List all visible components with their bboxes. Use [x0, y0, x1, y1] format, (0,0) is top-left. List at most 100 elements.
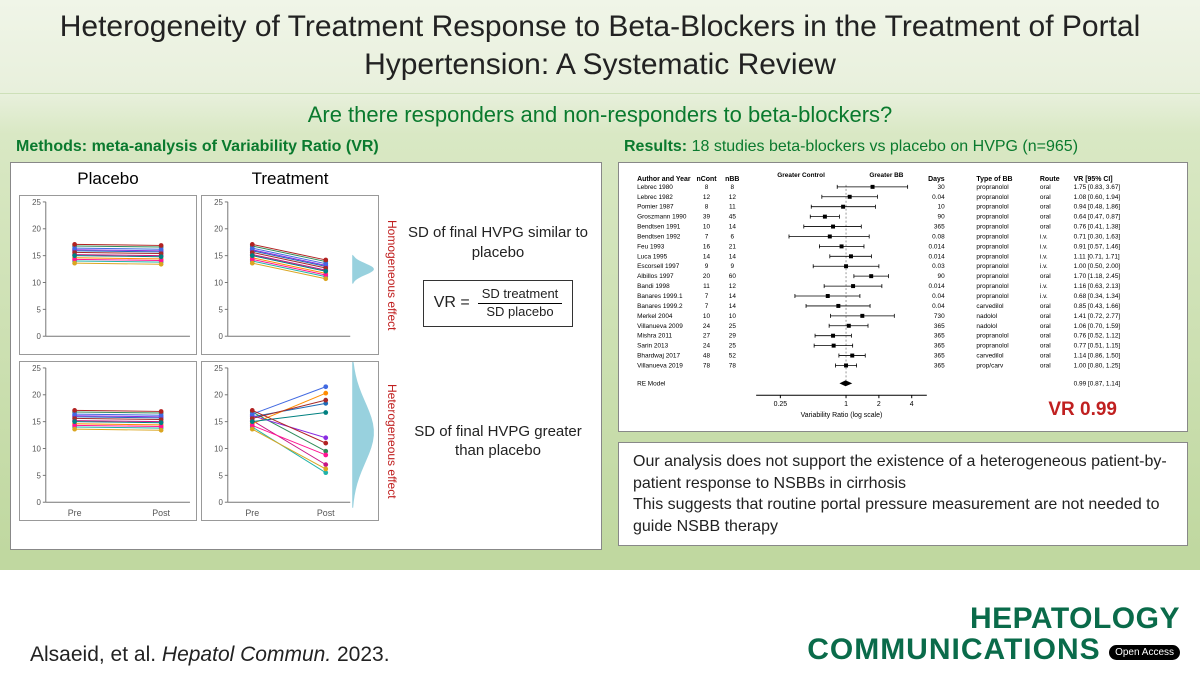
- citation: Alsaeid, et al. Hepatol Commun. 2023.: [30, 643, 390, 667]
- homogeneous-label: Homogeneous effect: [383, 195, 399, 355]
- svg-text:Pre: Pre: [68, 508, 82, 518]
- vr-result: VR 0.99: [1048, 399, 1117, 421]
- svg-text:Villanueva 2019: Villanueva 2019: [637, 362, 683, 369]
- svg-text:1.11 [0.71, 1.71]: 1.11 [0.71, 1.71]: [1074, 253, 1120, 260]
- svg-text:10: 10: [703, 224, 711, 231]
- svg-text:Days: Days: [928, 176, 945, 183]
- svg-text:365: 365: [934, 333, 945, 340]
- svg-text:oral: oral: [1040, 204, 1051, 211]
- svg-text:14: 14: [729, 253, 737, 260]
- svg-text:Variability Ratio (log scale): Variability Ratio (log scale): [801, 412, 883, 419]
- svg-text:0.68 [0.34, 1.34]: 0.68 [0.34, 1.34]: [1074, 293, 1121, 300]
- svg-text:30: 30: [938, 184, 946, 191]
- svg-text:Post: Post: [152, 508, 170, 518]
- svg-text:i.v.: i.v.: [1040, 233, 1048, 240]
- svg-text:9: 9: [705, 263, 709, 270]
- svg-text:20: 20: [214, 391, 223, 400]
- svg-text:0.77 [0.51, 1.15]: 0.77 [0.51, 1.15]: [1074, 343, 1121, 350]
- journal-logo: HEPATOLOGY COMMUNICATIONS Open Access: [807, 605, 1180, 668]
- svg-text:Bendtsen 1991: Bendtsen 1991: [637, 224, 681, 231]
- svg-text:90: 90: [938, 273, 946, 280]
- svg-text:25: 25: [214, 364, 223, 373]
- svg-text:12: 12: [703, 194, 711, 201]
- svg-text:0.76 [0.52, 1.12]: 0.76 [0.52, 1.12]: [1074, 333, 1121, 340]
- svg-text:0.99 [0.87, 1.14]: 0.99 [0.87, 1.14]: [1074, 380, 1121, 387]
- note-text-top: SD of final HVPG similar to placebo: [403, 223, 593, 262]
- svg-text:45: 45: [729, 214, 737, 221]
- svg-text:Bendtsen 1992: Bendtsen 1992: [637, 233, 681, 240]
- heterogeneous-note: SD of final HVPG greater than placebo: [403, 361, 593, 521]
- results-text: 18 studies beta-blockers vs placebo on H…: [692, 138, 1078, 155]
- citation-journal: Hepatol Commun.: [162, 643, 331, 666]
- svg-text:propranolol: propranolol: [976, 243, 1008, 250]
- svg-text:0.014: 0.014: [929, 243, 946, 250]
- vr-formula: VR = SD treatment SD placebo: [423, 280, 574, 327]
- svg-text:oral: oral: [1040, 303, 1051, 310]
- svg-text:propranolol: propranolol: [976, 214, 1008, 221]
- svg-text:carvedilol: carvedilol: [976, 303, 1003, 310]
- svg-text:730: 730: [934, 313, 945, 320]
- svg-text:6: 6: [731, 233, 735, 240]
- svg-text:4: 4: [910, 401, 914, 408]
- svg-text:0.76 [0.41, 1.38]: 0.76 [0.41, 1.38]: [1074, 224, 1121, 231]
- results-label: Results:: [624, 138, 687, 155]
- svg-text:oral: oral: [1040, 184, 1051, 191]
- svg-text:1.16 [0.63, 2.13]: 1.16 [0.63, 2.13]: [1074, 283, 1121, 290]
- citation-authors: Alsaeid, et al.: [30, 643, 162, 666]
- svg-text:25: 25: [32, 364, 41, 373]
- forest-plot-panel: Author and YearnContnBBGreater ControlGr…: [618, 162, 1188, 432]
- treatment-col-title: Treatment: [201, 169, 379, 189]
- svg-text:Banares 1999.1: Banares 1999.1: [637, 293, 683, 300]
- svg-text:Banares 1999.2: Banares 1999.2: [637, 303, 683, 310]
- svg-text:7: 7: [705, 293, 709, 300]
- svg-text:0.94 [0.48, 1.86]: 0.94 [0.48, 1.86]: [1074, 204, 1121, 211]
- svg-text:48: 48: [703, 353, 711, 360]
- svg-text:90: 90: [938, 214, 946, 221]
- svg-text:Post: Post: [317, 508, 335, 518]
- svg-text:10: 10: [938, 204, 946, 211]
- svg-text:propranolol: propranolol: [976, 184, 1008, 191]
- svg-text:Luca 1995: Luca 1995: [637, 253, 667, 260]
- svg-text:15: 15: [32, 418, 41, 427]
- conclusion-p2: This suggests that routine portal pressu…: [633, 494, 1173, 537]
- svg-text:oral: oral: [1040, 362, 1051, 369]
- svg-text:60: 60: [729, 273, 737, 280]
- svg-text:365: 365: [934, 224, 945, 231]
- svg-text:0.014: 0.014: [929, 253, 946, 260]
- svg-text:15: 15: [32, 252, 41, 261]
- svg-text:propranolol: propranolol: [976, 333, 1008, 340]
- heterogeneous-label: Heterogeneous effect: [383, 361, 399, 521]
- svg-text:0.64 [0.47, 0.87]: 0.64 [0.47, 0.87]: [1074, 214, 1121, 221]
- svg-text:8: 8: [705, 204, 709, 211]
- svg-text:0.08: 0.08: [932, 233, 945, 240]
- svg-text:25: 25: [32, 198, 41, 207]
- svg-text:i.v.: i.v.: [1040, 253, 1048, 260]
- svg-text:oral: oral: [1040, 273, 1051, 280]
- svg-text:Merkel 2004: Merkel 2004: [637, 313, 673, 320]
- svg-text:52: 52: [729, 353, 737, 360]
- svg-text:Feu 1993: Feu 1993: [637, 243, 665, 250]
- main-title: Heterogeneity of Treatment Response to B…: [30, 8, 1170, 83]
- svg-text:oral: oral: [1040, 353, 1051, 360]
- svg-text:10: 10: [32, 444, 41, 453]
- svg-text:25: 25: [214, 198, 223, 207]
- svg-text:14: 14: [729, 303, 737, 310]
- footer: Alsaeid, et al. Hepatol Commun. 2023. HE…: [30, 605, 1180, 668]
- svg-text:12: 12: [729, 194, 737, 201]
- svg-text:365: 365: [934, 343, 945, 350]
- svg-text:5: 5: [36, 305, 41, 314]
- svg-text:Author and Year: Author and Year: [637, 176, 691, 183]
- svg-text:Mishra 2011: Mishra 2011: [637, 333, 672, 340]
- svg-text:20: 20: [214, 225, 223, 234]
- conclusion-box: Our analysis does not support the existe…: [618, 442, 1188, 546]
- svg-text:27: 27: [703, 333, 711, 340]
- svg-text:10: 10: [214, 278, 223, 287]
- placebo-col-title: Placebo: [19, 169, 197, 189]
- svg-text:0.04: 0.04: [932, 293, 945, 300]
- svg-text:7: 7: [705, 303, 709, 310]
- vr-denominator: SD placebo: [478, 304, 563, 320]
- svg-text:0: 0: [36, 498, 41, 507]
- svg-text:0.04: 0.04: [932, 303, 945, 310]
- svg-text:21: 21: [729, 243, 737, 250]
- svg-text:10: 10: [32, 278, 41, 287]
